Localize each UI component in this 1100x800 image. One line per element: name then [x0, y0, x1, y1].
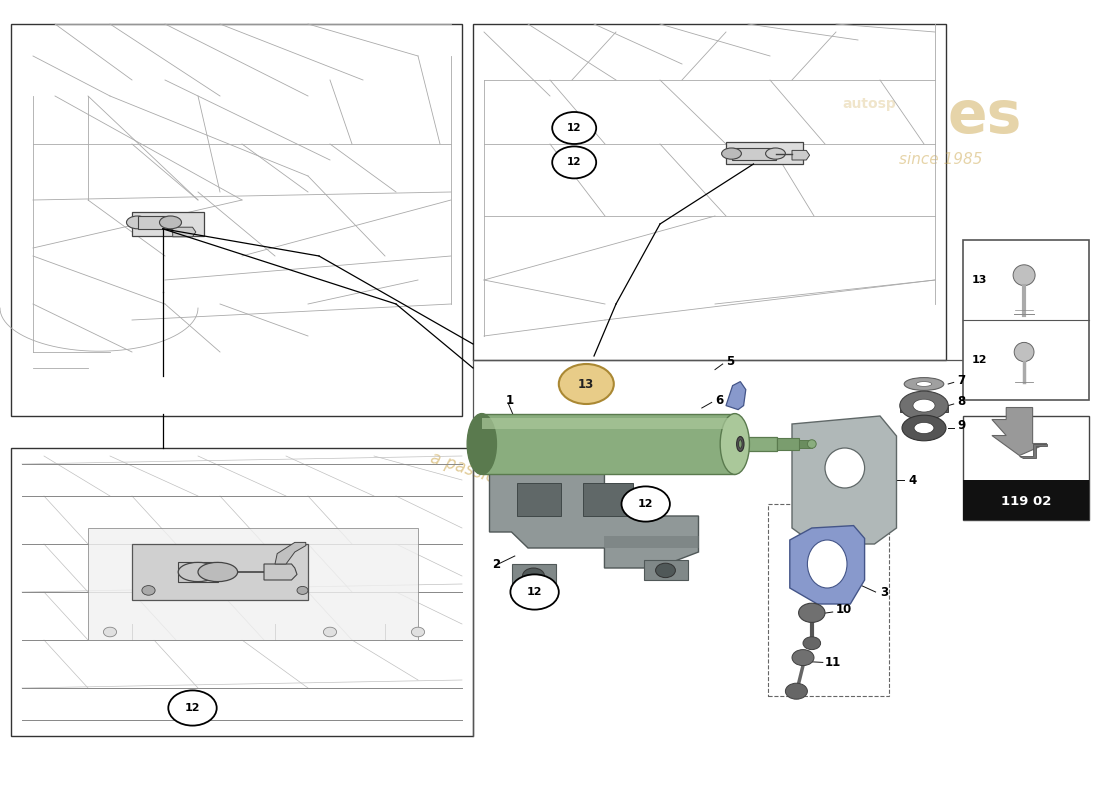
Text: 12: 12 [566, 158, 582, 167]
Ellipse shape [126, 216, 148, 229]
Circle shape [792, 650, 814, 666]
Text: 1: 1 [506, 394, 514, 406]
Ellipse shape [904, 378, 944, 390]
Polygon shape [264, 564, 297, 580]
Circle shape [411, 627, 425, 637]
Text: 12: 12 [566, 123, 582, 133]
Text: 11: 11 [825, 656, 842, 669]
Bar [132, 544, 308, 600]
Ellipse shape [178, 562, 218, 582]
Text: 6: 6 [715, 394, 724, 406]
Bar [732, 148, 775, 160]
Circle shape [103, 627, 117, 637]
Ellipse shape [737, 437, 744, 451]
Text: autosp: autosp [843, 97, 895, 111]
Polygon shape [490, 464, 698, 568]
Ellipse shape [198, 562, 238, 582]
Circle shape [785, 683, 807, 699]
Ellipse shape [722, 148, 741, 159]
Text: 13: 13 [971, 275, 987, 285]
Ellipse shape [720, 414, 749, 474]
Ellipse shape [913, 399, 935, 412]
Ellipse shape [468, 414, 496, 474]
Text: 3: 3 [880, 586, 888, 598]
Bar [768, 504, 889, 696]
Ellipse shape [1013, 265, 1035, 286]
Bar [132, 212, 204, 236]
Text: a passion for parts since 1985: a passion for parts since 1985 [428, 449, 672, 543]
Circle shape [799, 603, 825, 622]
Bar [799, 440, 812, 448]
Text: 119 02: 119 02 [1001, 494, 1050, 508]
Bar [11, 24, 462, 416]
Bar [178, 562, 218, 582]
Polygon shape [517, 482, 561, 516]
Text: es: es [947, 87, 1022, 145]
Polygon shape [726, 382, 746, 410]
Circle shape [656, 563, 675, 578]
Polygon shape [992, 407, 1047, 455]
Circle shape [142, 586, 155, 595]
Text: since 1985: since 1985 [899, 153, 982, 167]
Bar [605, 535, 698, 548]
Text: 2: 2 [492, 558, 499, 570]
Text: 13: 13 [579, 378, 594, 390]
Ellipse shape [914, 422, 934, 434]
Bar [473, 24, 946, 360]
Text: 10: 10 [836, 603, 852, 616]
Text: 5: 5 [726, 355, 735, 368]
Circle shape [559, 364, 614, 404]
Text: 7: 7 [957, 374, 965, 386]
Ellipse shape [160, 216, 182, 229]
Circle shape [552, 146, 596, 178]
Bar [777, 438, 799, 450]
Circle shape [168, 690, 217, 726]
Ellipse shape [807, 540, 847, 588]
Polygon shape [792, 150, 810, 160]
Bar [482, 418, 735, 429]
Text: 12: 12 [527, 587, 542, 597]
Bar [900, 406, 948, 412]
Ellipse shape [807, 440, 816, 448]
Bar [644, 560, 688, 580]
Text: 12: 12 [971, 355, 987, 365]
Ellipse shape [916, 382, 932, 386]
Ellipse shape [1014, 342, 1034, 362]
Text: 9: 9 [957, 419, 966, 432]
Bar [735, 437, 777, 451]
Bar [88, 528, 418, 640]
Circle shape [323, 627, 337, 637]
Polygon shape [275, 542, 306, 564]
Polygon shape [583, 482, 632, 516]
Circle shape [522, 568, 544, 584]
Bar [11, 448, 473, 736]
Ellipse shape [766, 148, 785, 159]
Bar [482, 414, 735, 474]
Circle shape [621, 486, 670, 522]
Circle shape [297, 586, 308, 594]
Polygon shape [173, 227, 196, 237]
Circle shape [803, 637, 821, 650]
Bar [962, 481, 1089, 520]
Bar [962, 240, 1089, 400]
Polygon shape [792, 416, 896, 544]
Ellipse shape [900, 391, 948, 420]
Bar [138, 216, 170, 229]
Polygon shape [790, 526, 865, 604]
Polygon shape [1020, 443, 1047, 458]
Bar [512, 564, 556, 588]
Ellipse shape [738, 440, 742, 448]
Bar [962, 416, 1089, 520]
Text: 4: 4 [909, 474, 916, 486]
Circle shape [510, 574, 559, 610]
Text: 12: 12 [638, 499, 653, 509]
Ellipse shape [902, 415, 946, 441]
Ellipse shape [825, 448, 865, 488]
Bar [726, 142, 803, 164]
Circle shape [552, 112, 596, 144]
Text: 8: 8 [957, 395, 966, 408]
Text: 12: 12 [185, 703, 200, 713]
